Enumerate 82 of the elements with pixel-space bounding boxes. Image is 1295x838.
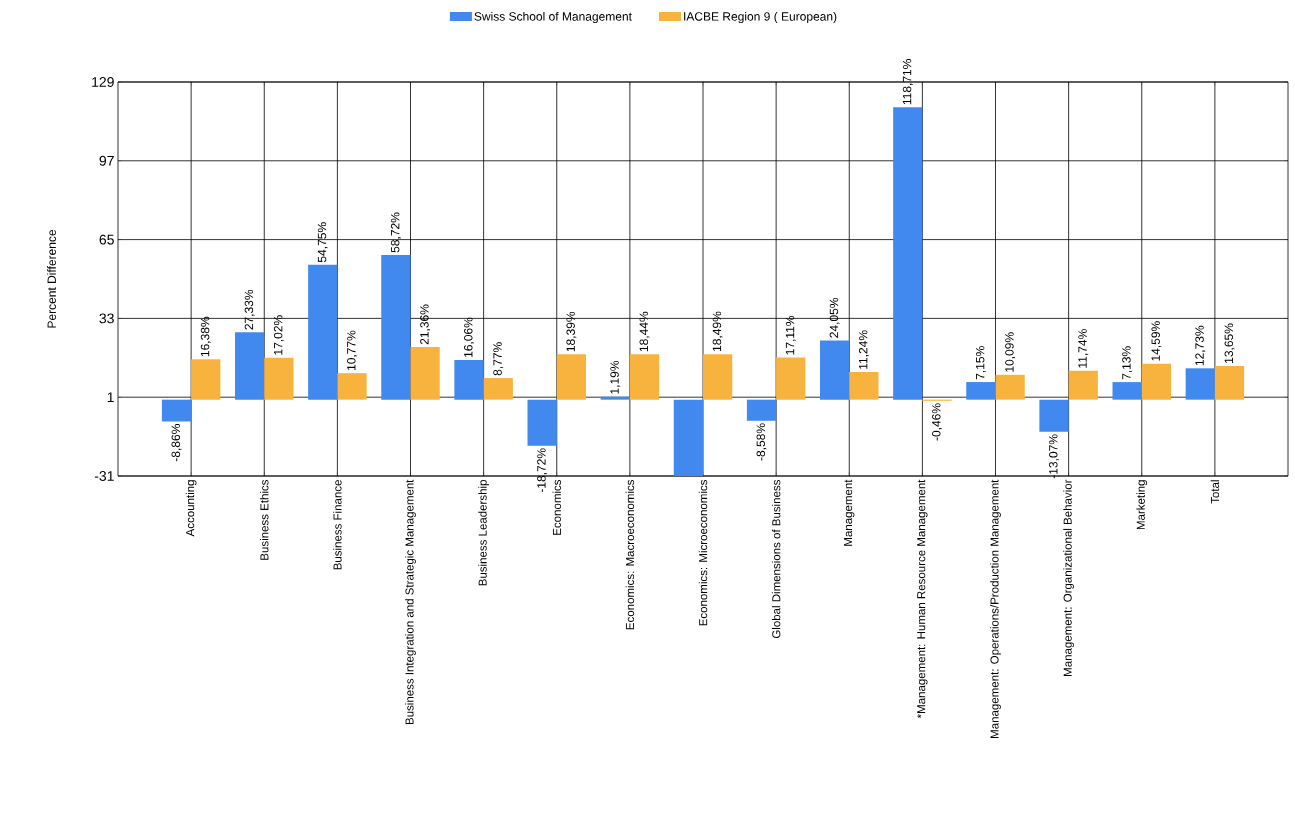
- bar: [776, 357, 806, 400]
- data-label: 10,77%: [347, 330, 357, 371]
- data-label: 27,33%: [244, 289, 255, 330]
- x-tick-label: Management: [844, 479, 855, 546]
- legend-label: Swiss School of Management: [474, 11, 632, 24]
- x-tick-label: Global Dimensions of Business: [771, 479, 781, 639]
- data-label: 17,02%: [273, 315, 284, 355]
- x-tick-label: Accounting: [185, 480, 197, 537]
- bar: [966, 382, 996, 400]
- bar: [1112, 382, 1142, 400]
- x-tick-label: Economics: Macroeconomics: [625, 479, 635, 630]
- y-tick-label: 1: [107, 392, 114, 403]
- x-tick-label: Management: Operations/Production Management: [990, 479, 1001, 738]
- data-label: -8,86%: [171, 424, 182, 462]
- y-tick-label: 33: [99, 313, 114, 324]
- data-label: 7,15%: [975, 346, 986, 380]
- data-label: 13,65%: [1224, 323, 1235, 363]
- bar: [893, 107, 923, 400]
- y-axis-title: Percent Difference: [47, 229, 56, 328]
- bar: [995, 374, 1025, 400]
- legend-label: IACBE Region 9 ( European): [684, 11, 837, 24]
- data-label: -13,07%: [1049, 434, 1059, 479]
- bar: [746, 399, 777, 421]
- data-label: 18,44%: [639, 311, 650, 352]
- bar: [1141, 363, 1172, 400]
- bar: [454, 360, 484, 400]
- data-label: -18,72%: [537, 448, 548, 493]
- bar: [629, 354, 660, 400]
- x-tick-label: *Management: Human Resource Management: [917, 479, 928, 719]
- data-label: 12,73%: [1195, 325, 1206, 366]
- x-tick-label: Economics: [552, 479, 561, 535]
- data-label: 16,38%: [200, 316, 211, 357]
- data-label: 1,19%: [610, 360, 621, 394]
- bar: [381, 255, 411, 400]
- bar: [1185, 368, 1215, 400]
- y-tick-label: -31: [94, 471, 114, 481]
- bar: [1039, 399, 1069, 432]
- x-tick-label: Business Leadership: [478, 480, 489, 586]
- x-tick-label: Marketing: [1136, 480, 1148, 530]
- bar: [556, 354, 587, 400]
- data-label: 18,49%: [712, 311, 723, 352]
- bar: [600, 396, 630, 400]
- bar: [483, 378, 513, 400]
- data-label: 16,06%: [464, 317, 474, 357]
- data-label: 8,77%: [493, 342, 504, 376]
- bar: [1214, 366, 1245, 400]
- data-label: 7,13%: [1122, 346, 1133, 380]
- x-tick-label: Economics: Microeconomics: [698, 479, 708, 626]
- y-tick-label: 65: [99, 234, 114, 245]
- data-label: 14,59%: [1151, 321, 1162, 361]
- bar: [820, 340, 850, 400]
- bar: [673, 399, 704, 476]
- data-label: 17,11%: [785, 315, 796, 355]
- bar: [849, 371, 879, 400]
- bar: [337, 373, 367, 400]
- bar: [703, 354, 733, 400]
- x-tick-label: Business Finance: [333, 480, 342, 570]
- x-tick-label: Total: [1210, 480, 1220, 504]
- x-tick-label: Management: Organizational Behavior: [1063, 479, 1074, 676]
- data-label: 118,71%: [902, 59, 913, 105]
- x-tick-label: Business Integration and Strategic Management: [405, 479, 416, 725]
- data-label: 54,75%: [317, 222, 328, 263]
- data-label: 21,36%: [420, 304, 431, 345]
- bar: [410, 347, 440, 400]
- data-label: -0,46%: [932, 403, 942, 441]
- data-label: 24,05%: [829, 297, 840, 338]
- bar: [191, 359, 221, 400]
- data-label: 58,72%: [390, 212, 401, 253]
- bar: [264, 357, 294, 400]
- data-label: 10,09%: [1005, 332, 1016, 372]
- bar: [527, 399, 557, 446]
- bar: [161, 399, 192, 422]
- x-tick-label: Business Ethics: [260, 479, 269, 560]
- bar: [308, 264, 338, 400]
- y-tick-label: 97: [99, 155, 114, 166]
- data-label: 11,24%: [858, 330, 869, 369]
- bar: [1068, 370, 1098, 400]
- bar: [235, 332, 265, 400]
- y-tick-label: 129: [92, 77, 114, 87]
- data-label: 18,39%: [566, 311, 577, 352]
- data-label: -8,58%: [756, 423, 767, 461]
- data-label: 11,74%: [1078, 329, 1089, 368]
